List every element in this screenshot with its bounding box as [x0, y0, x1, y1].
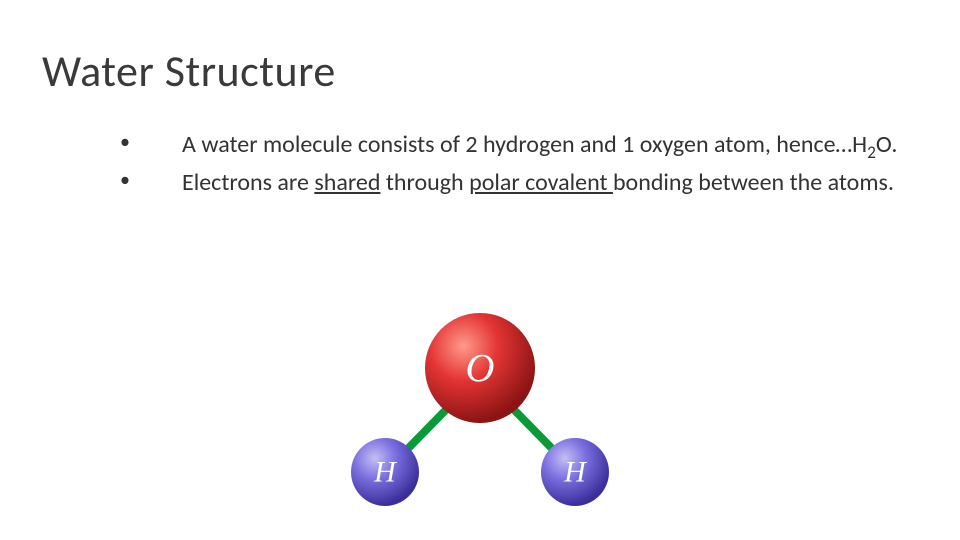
- water-molecule-diagram: O H H: [330, 300, 630, 520]
- bullet-item: Electrons are shared through polar coval…: [110, 168, 900, 198]
- underlined-text: shared: [314, 168, 380, 197]
- slide: Water Structure A water molecule consist…: [0, 0, 960, 540]
- bullet-text: O.: [876, 130, 898, 159]
- bullet-text: bonding between the atoms.: [613, 168, 894, 197]
- atom-label: H: [563, 456, 588, 489]
- slide-title: Water Structure: [42, 44, 336, 98]
- bullet-text: through: [380, 168, 469, 197]
- atom-label: O: [466, 346, 495, 391]
- atom-label: H: [373, 456, 398, 489]
- underlined-text: polar covalent: [469, 168, 613, 197]
- bullet-item: A water molecule consists of 2 hydrogen …: [110, 130, 900, 160]
- bullet-text: A water molecule consists of 2 hydrogen …: [182, 130, 867, 159]
- slide-body: A water molecule consists of 2 hydrogen …: [110, 130, 900, 206]
- bullet-list: A water molecule consists of 2 hydrogen …: [110, 130, 900, 198]
- bullet-text: Electrons are: [182, 168, 314, 197]
- subscript: 2: [867, 142, 876, 163]
